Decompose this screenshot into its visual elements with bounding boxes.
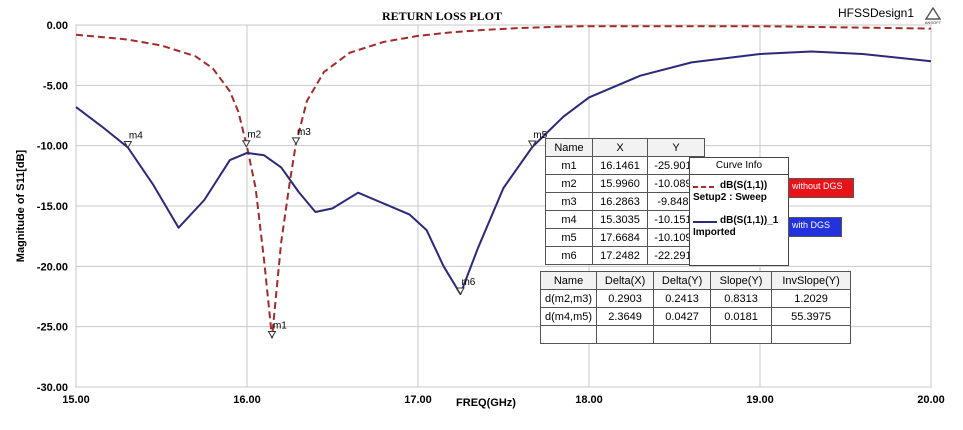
cell: 0.0181 <box>710 307 773 326</box>
solid-line-swatch <box>693 221 717 223</box>
cell <box>596 325 655 344</box>
delta-table: Name Delta(X) Delta(Y) Slope(Y) InvSlope… <box>539 271 852 344</box>
x-tick-label: 15.00 <box>62 394 90 406</box>
marker-group: m1 m2 m3 m4 m5 m6 <box>123 127 548 339</box>
without-dgs-tag: without DGS <box>788 178 854 198</box>
curve-info-box: Curve Info dB(S(1,1)) Setup2 : Sweep dB(… <box>689 157 789 266</box>
table-row: m2 15.9960 -10.0894 <box>545 174 705 193</box>
x-tick-label: 16.00 <box>233 394 261 406</box>
x-axis-label: FREQ(GHz) <box>456 397 516 409</box>
cell: m6 <box>545 246 593 265</box>
cell: m1 <box>545 156 593 175</box>
marker-label-m6: m6 <box>461 277 475 288</box>
cell <box>771 325 852 344</box>
x-tick-labels: 15.00 16.00 17.00 18.00 19.00 20.00 <box>62 394 945 406</box>
y-tick-label: -15.00 <box>37 201 68 213</box>
marker-label-m5: m5 <box>533 130 547 141</box>
with-dgs-tag: with DGS <box>788 217 842 237</box>
curve-source-2: Imported <box>693 227 736 238</box>
delta-table-header: Name Delta(X) Delta(Y) Slope(Y) InvSlope… <box>539 271 852 290</box>
col-x: X <box>592 138 648 157</box>
design-name: HFSSDesign1 <box>838 6 915 20</box>
table-row: m5 17.6684 -10.1092 <box>545 228 705 247</box>
logo-text: ANSOFT <box>925 20 942 25</box>
x-tick-label: 18.00 <box>575 394 603 406</box>
marker-label-m4: m4 <box>129 130 143 141</box>
cell: 17.6684 <box>592 228 648 247</box>
cell: m5 <box>545 228 593 247</box>
y-tick-labels: 0.00 -5.00 -10.00 -15.00 -20.00 -25.00 -30.00 <box>37 20 68 394</box>
table-row: m6 17.2482 -22.2919 <box>545 246 705 265</box>
cell: 0.8313 <box>710 289 773 308</box>
curve-source-1: Setup2 : Sweep <box>693 192 767 203</box>
cell: d(m2,m3) <box>539 289 598 308</box>
curve-info-title: Curve Info <box>690 158 788 175</box>
marker-m3 <box>291 137 301 145</box>
marker-m1 <box>267 331 277 339</box>
series-line-2 <box>75 50 932 295</box>
marker-table: Name X Y m1 16.1461 -25.9014 m2 15.9960 -10.… <box>545 138 705 265</box>
col-delta-x: Delta(X) <box>596 271 655 290</box>
series-group <box>75 25 932 339</box>
cell: 55.3975 <box>771 307 852 326</box>
cell <box>710 325 773 344</box>
cell: 1.2029 <box>771 289 852 308</box>
cell: 0.2903 <box>596 289 655 308</box>
curve-name-2: dB(S(1,1))_1 <box>720 215 779 226</box>
col-y: Y <box>647 138 705 157</box>
y-tick-label: -20.00 <box>37 261 68 273</box>
cell: 17.2482 <box>592 246 648 265</box>
marker-label-m2: m2 <box>247 130 261 141</box>
y-tick-label: -5.00 <box>43 80 68 92</box>
table-row: d(m2,m3) 0.2903 0.2413 0.8313 1.2029 <box>539 289 852 308</box>
curve-name-1: dB(S(1,1)) <box>720 180 768 191</box>
cell: m4 <box>545 210 593 229</box>
table-row: m3 16.2863 -9.8481 <box>545 192 705 211</box>
x-tick-label: 17.00 <box>404 394 432 406</box>
cell: m3 <box>545 192 593 211</box>
y-axis-label: Magnitude of S11[dB] <box>15 149 27 262</box>
table-row <box>539 325 852 344</box>
table-row: d(m4,m5) 2.3649 0.0427 0.0181 55.3975 <box>539 307 852 326</box>
col-slope-y: Slope(Y) <box>710 271 773 290</box>
cell: 16.2863 <box>592 192 648 211</box>
cell: 16.1461 <box>592 156 648 175</box>
dashed-line-swatch <box>693 186 717 188</box>
cell: 0.0427 <box>653 307 712 326</box>
chart-title: RETURN LOSS PLOT <box>382 9 502 23</box>
table-row: m1 16.1461 -25.9014 <box>545 156 705 175</box>
y-tick-label: -30.00 <box>37 382 68 394</box>
cell <box>539 325 598 344</box>
col-name: Name <box>545 138 593 157</box>
marker-m5 <box>527 140 537 148</box>
col-delta-y: Delta(Y) <box>653 271 712 290</box>
ansoft-logo: ANSOFT <box>924 7 942 25</box>
marker-m2 <box>241 140 251 148</box>
marker-label-m3: m3 <box>297 127 311 138</box>
y-tick-label: -10.00 <box>37 141 68 153</box>
marker-m6 <box>456 287 465 295</box>
table-row: m4 15.3035 -10.1519 <box>545 210 705 229</box>
x-tick-label: 19.00 <box>746 394 774 406</box>
marker-table-header: Name X Y <box>545 138 705 157</box>
cell <box>653 325 712 344</box>
x-tick-label: 20.00 <box>917 394 945 406</box>
series-line-1 <box>75 25 932 339</box>
cell: m2 <box>545 174 593 193</box>
marker-label-m1: m1 <box>273 321 287 332</box>
cell: 15.3035 <box>592 210 648 229</box>
y-tick-label: -25.00 <box>37 322 68 334</box>
y-tick-label: 0.00 <box>47 20 68 32</box>
marker-m4 <box>123 140 133 149</box>
col-invslope-y: InvSlope(Y) <box>771 271 852 290</box>
cell: 2.3649 <box>596 307 655 326</box>
cell: 15.9960 <box>592 174 648 193</box>
cell: d(m4,m5) <box>539 307 598 326</box>
col-name: Name <box>539 271 598 290</box>
cell: 0.2413 <box>653 289 712 308</box>
